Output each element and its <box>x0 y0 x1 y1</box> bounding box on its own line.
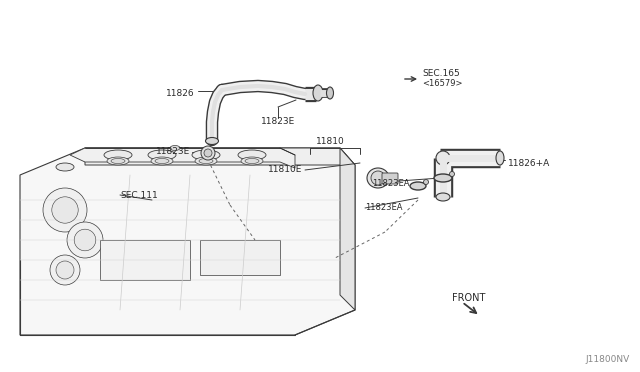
Ellipse shape <box>241 157 263 165</box>
Ellipse shape <box>496 151 504 165</box>
Text: 11810E: 11810E <box>268 166 302 174</box>
Text: 11826: 11826 <box>166 89 195 97</box>
Circle shape <box>204 149 212 157</box>
Ellipse shape <box>111 158 125 164</box>
FancyBboxPatch shape <box>200 240 280 275</box>
Ellipse shape <box>238 150 266 160</box>
Text: 11823EA: 11823EA <box>372 179 410 187</box>
Ellipse shape <box>410 182 426 190</box>
Circle shape <box>436 151 450 165</box>
Ellipse shape <box>245 158 259 164</box>
Text: SEC.111: SEC.111 <box>120 190 157 199</box>
Circle shape <box>67 222 103 258</box>
Circle shape <box>201 146 215 160</box>
Polygon shape <box>85 148 355 165</box>
Text: FRONT: FRONT <box>452 293 485 303</box>
Text: SEC.165: SEC.165 <box>422 70 460 78</box>
Text: 11810: 11810 <box>316 138 344 147</box>
Circle shape <box>43 188 87 232</box>
FancyBboxPatch shape <box>100 240 190 280</box>
Ellipse shape <box>434 174 452 182</box>
Ellipse shape <box>367 168 389 188</box>
Ellipse shape <box>436 193 450 201</box>
Text: 11823E: 11823E <box>156 148 190 157</box>
Ellipse shape <box>313 85 323 101</box>
Ellipse shape <box>205 138 218 144</box>
Ellipse shape <box>371 171 385 185</box>
Ellipse shape <box>424 180 429 185</box>
Circle shape <box>74 229 96 251</box>
Text: 11826+A: 11826+A <box>508 158 550 167</box>
Ellipse shape <box>155 158 169 164</box>
Ellipse shape <box>195 157 217 165</box>
Ellipse shape <box>56 163 74 171</box>
Text: 11823E: 11823E <box>261 116 295 125</box>
Polygon shape <box>70 148 295 168</box>
Circle shape <box>50 255 80 285</box>
Ellipse shape <box>326 87 333 99</box>
Ellipse shape <box>107 157 129 165</box>
Ellipse shape <box>199 158 213 164</box>
Ellipse shape <box>192 150 220 160</box>
Text: J11800NV: J11800NV <box>585 356 629 365</box>
Text: 11823EA: 11823EA <box>365 203 403 212</box>
Text: <16579>: <16579> <box>422 80 463 89</box>
Ellipse shape <box>151 157 173 165</box>
Ellipse shape <box>449 171 454 176</box>
FancyBboxPatch shape <box>382 173 398 184</box>
Circle shape <box>56 261 74 279</box>
Polygon shape <box>340 148 355 310</box>
Circle shape <box>52 197 78 223</box>
Ellipse shape <box>104 150 132 160</box>
Polygon shape <box>20 148 355 335</box>
Ellipse shape <box>170 145 180 151</box>
Ellipse shape <box>148 150 176 160</box>
